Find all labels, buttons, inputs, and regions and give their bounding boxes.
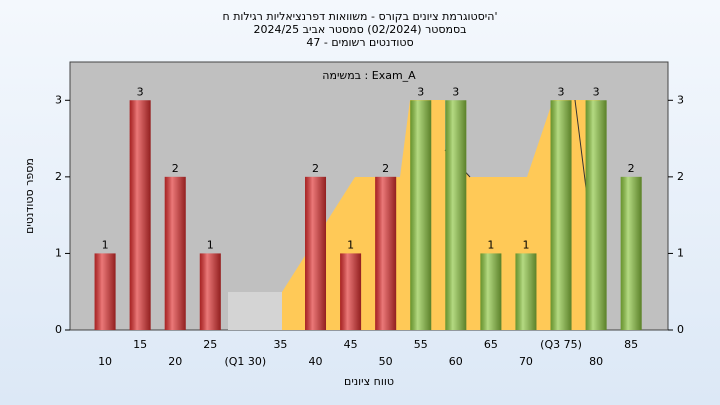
data-label: 1	[522, 238, 529, 251]
y-tick-label: 2	[55, 170, 62, 183]
data-label: 3	[417, 85, 424, 98]
y-tick-label: 3	[55, 93, 62, 106]
subtitle: בסמסטר (02/2024) סמסטר אביב 2024/25	[253, 23, 466, 36]
y-tick-label: 0	[55, 323, 62, 336]
data-label: 1	[487, 238, 494, 251]
y2-tick-label: 1	[677, 246, 684, 259]
data-label: 1	[102, 238, 109, 251]
bar-shade	[410, 100, 432, 331]
data-label: 2	[312, 162, 319, 175]
bar-shade	[164, 176, 186, 330]
data-label: 1	[207, 238, 214, 251]
bar-shade	[94, 253, 116, 330]
bar-shade	[305, 176, 327, 330]
y-tick-label: 1	[55, 246, 62, 259]
data-label: 2	[172, 162, 179, 175]
y2-tick-label: 0	[677, 323, 684, 336]
data-label: 1	[347, 238, 354, 251]
x-tick-label: (Q1 30)	[224, 355, 266, 368]
y-axis-label: מספר סטודנטים	[23, 158, 36, 234]
x-tick-label: 50	[379, 355, 393, 368]
bar-shade	[480, 253, 502, 330]
data-label: 2	[628, 162, 635, 175]
x-axis-label: טווח ציונים	[344, 375, 394, 388]
x-tick-label: 20	[168, 355, 182, 368]
x-tick-label: 65	[484, 338, 498, 351]
annotation: במשימה : Exam_A	[322, 69, 416, 82]
x-tick-label: 85	[624, 338, 638, 351]
x-tick-label: 45	[344, 338, 358, 351]
bar-shade	[550, 100, 572, 331]
x-tick-label: (Q3 75)	[540, 338, 582, 351]
bar-shade	[515, 253, 537, 330]
data-label: 3	[452, 85, 459, 98]
x-tick-label: 55	[414, 338, 428, 351]
subtitle: סטודנטים רשומים - 47	[306, 36, 413, 49]
title: היסטוגרמת ציונים בקורס - משוואות דפרנציא…	[223, 10, 498, 23]
y2-tick-label: 3	[677, 93, 684, 106]
data-label: 3	[558, 85, 565, 98]
data-label: 3	[593, 85, 600, 98]
bar-shade	[129, 100, 151, 331]
x-tick-label: 60	[449, 355, 463, 368]
box-whisker	[228, 292, 282, 330]
bar-shade	[620, 176, 642, 330]
data-label: 2	[382, 162, 389, 175]
data-label: 3	[137, 85, 144, 98]
bar-shade	[585, 100, 607, 331]
y2-tick-label: 2	[677, 170, 684, 183]
x-tick-label: 80	[589, 355, 603, 368]
x-tick-label: 25	[203, 338, 217, 351]
x-tick-label: 70	[519, 355, 533, 368]
bar-shade	[445, 100, 467, 331]
bar-shade	[375, 176, 397, 330]
x-tick-label: 15	[133, 338, 147, 351]
bar-shade	[199, 253, 221, 330]
x-tick-label: 35	[273, 338, 287, 351]
x-tick-label: 40	[309, 355, 323, 368]
x-tick-label: 10	[98, 355, 112, 368]
bar-shade	[340, 253, 362, 330]
